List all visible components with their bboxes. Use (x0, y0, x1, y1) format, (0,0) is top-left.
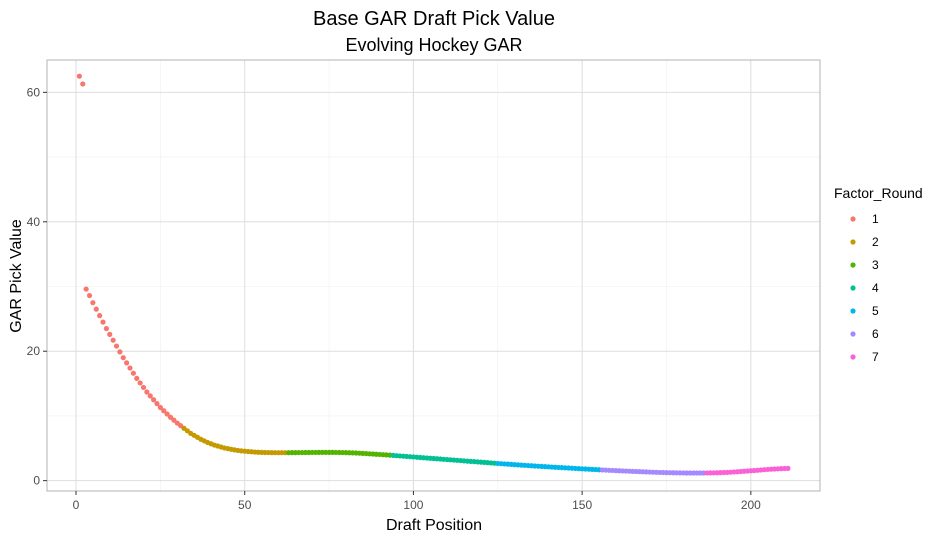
data-point-round-1 (157, 404, 163, 411)
data-point-round-1 (140, 384, 147, 391)
data-point-round-1 (161, 408, 167, 414)
data-point-round-1 (76, 73, 82, 79)
data-point-round-1 (120, 355, 126, 361)
legend-key-round-4 (850, 285, 856, 291)
legend-label-round-4: 4 (872, 281, 879, 295)
y-tick-label: 0 (33, 474, 40, 488)
y-tick-label: 40 (27, 215, 41, 229)
data-point-round-1 (167, 414, 174, 420)
legend-key-round-1 (850, 216, 856, 222)
chart-subtitle: Evolving Hockey GAR (345, 35, 522, 55)
data-point-round-1 (90, 300, 96, 306)
axis-ticks: 0 50 100 150 200 0 20 40 60 (27, 85, 762, 512)
grid-lines (47, 60, 820, 491)
legend-label-round-7: 7 (872, 350, 879, 364)
chart-title: Base GAR Draft Pick Value (313, 8, 555, 30)
data-point-round-1 (164, 411, 170, 417)
x-tick-label: 100 (403, 498, 423, 512)
legend-key-round-3 (850, 262, 856, 268)
legend-key-round-7 (850, 354, 856, 360)
legend-label-round-2: 2 (872, 235, 879, 249)
legend-label-round-1: 1 (872, 212, 879, 226)
legend-label-round-3: 3 (872, 258, 879, 272)
data-point-round-1 (137, 380, 143, 386)
data-points (76, 73, 791, 476)
data-point-round-1 (93, 306, 99, 312)
data-point-round-1 (83, 286, 89, 292)
data-point-round-1 (117, 349, 123, 355)
legend: Factor_Round 1 2 3 4 5 6 7 (834, 185, 923, 364)
data-point-round-1 (107, 331, 113, 337)
data-point-round-1 (130, 370, 136, 376)
data-point-round-1 (103, 325, 109, 332)
plot-border (46, 59, 821, 492)
data-point-round-1 (134, 375, 140, 381)
legend-title: Factor_Round (834, 185, 923, 201)
y-tick-label: 20 (27, 344, 41, 358)
plot-background (47, 60, 820, 491)
y-axis-title: GAR Pick Value (8, 219, 25, 333)
data-point-round-1 (154, 401, 160, 407)
data-point-round-1 (97, 313, 103, 319)
data-point-round-1 (113, 343, 120, 349)
legend-key-round-6 (850, 331, 856, 337)
data-point-round-7 (785, 465, 791, 471)
legend-key-round-2 (850, 239, 856, 245)
data-point-round-1 (86, 292, 93, 299)
legend-label-round-6: 6 (872, 327, 879, 341)
data-point-round-1 (144, 389, 150, 395)
data-point-round-1 (80, 81, 86, 87)
x-axis-title: Draft Position (386, 517, 482, 534)
x-tick-label: 200 (741, 498, 761, 512)
data-point-round-1 (110, 337, 116, 343)
data-point-round-1 (124, 360, 130, 366)
data-point-round-1 (151, 397, 157, 403)
data-point-round-1 (127, 365, 133, 371)
x-tick-label: 150 (572, 498, 592, 512)
legend-entries: 1 2 3 4 5 6 7 (850, 212, 879, 364)
data-point-round-1 (171, 417, 177, 423)
y-tick-label: 60 (27, 85, 41, 99)
data-point-round-1 (147, 393, 153, 399)
x-tick-label: 50 (238, 498, 252, 512)
data-point-round-1 (100, 319, 106, 325)
x-tick-label: 0 (73, 498, 80, 512)
legend-key-round-5 (850, 308, 856, 314)
legend-label-round-5: 5 (872, 304, 879, 318)
